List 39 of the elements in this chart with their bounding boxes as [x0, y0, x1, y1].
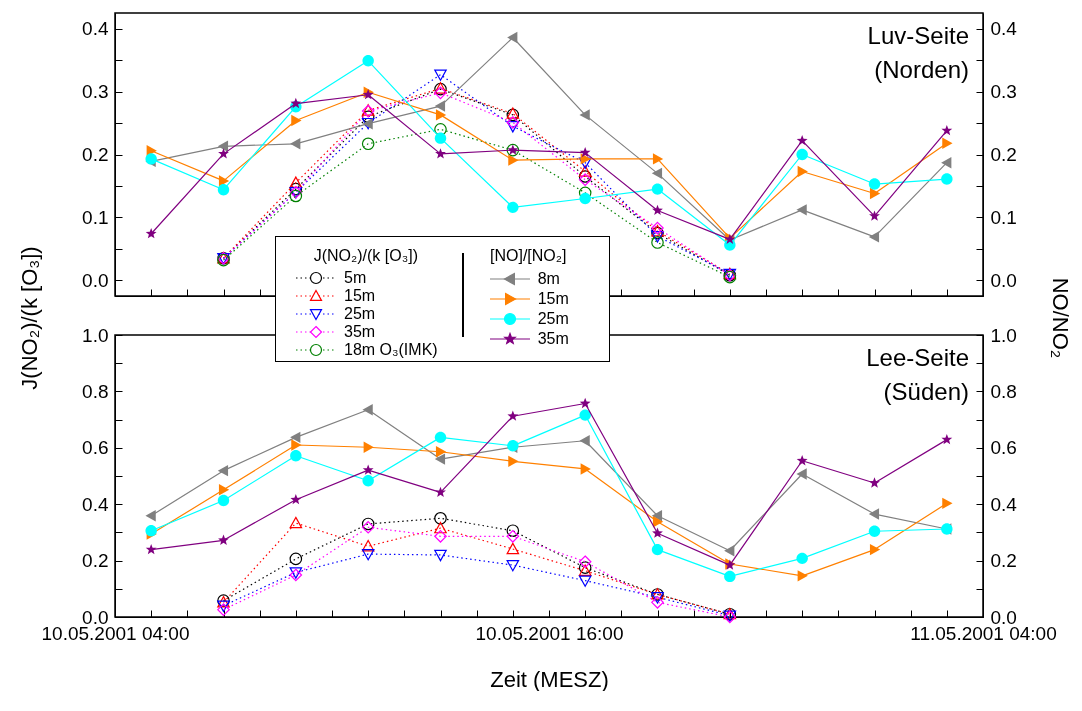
legend-label: 5m	[344, 269, 367, 287]
y2-tick-label: 0.2	[990, 144, 1017, 165]
y2-tick-label: 0.6	[990, 437, 1017, 459]
y-tick-label: 0.6	[82, 437, 109, 459]
annotation: [NO]/[NO₂]	[489, 247, 568, 265]
y2-axis-title: NO/NO₂	[1047, 277, 1073, 359]
y-tick-label: 1.0	[82, 324, 109, 346]
y2-tick-label: 0.4	[990, 493, 1018, 515]
legend-label: 8m	[537, 270, 560, 288]
x-axis-title: Zeit (MESZ)	[490, 666, 609, 692]
y-tick-label: 0.0	[82, 269, 109, 291]
legend-title: J(NO₂)/(k [O₃])	[312, 247, 419, 265]
legend-label: 18m O₃(IMK)	[344, 341, 438, 359]
legend-label: 35m	[537, 330, 569, 348]
y2-tick-label: 1.0	[990, 324, 1017, 346]
y-axis-title: J(NO₂)/(k [O₃])	[17, 246, 43, 390]
y2-tick-label: 0.3	[990, 81, 1017, 103]
y-tick-label: 0.4	[82, 18, 109, 40]
y-tick-label: 0.1	[82, 206, 109, 228]
annotation: Luv-Seite (Norden)	[867, 22, 969, 83]
y2-tick-label: 0.0	[990, 606, 1017, 628]
y2-tick-label: 0.8	[990, 380, 1017, 402]
legend-label: 25m	[537, 310, 569, 328]
annotation: Lee-Seite (Süden)	[866, 344, 969, 405]
y-tick-label: 0.8	[82, 380, 109, 402]
legend-label: 35m	[344, 323, 376, 341]
y-tick-label: 0.3	[82, 81, 109, 103]
legend-label: 15m	[344, 287, 376, 305]
y-tick-label: 0.2	[82, 550, 109, 572]
y-tick-label: 0.4	[82, 493, 109, 515]
y2-tick-label: 0.4	[990, 18, 1018, 40]
y2-tick-label: 0.1	[990, 206, 1017, 228]
y2-tick-label: 0.2	[990, 550, 1017, 572]
y-tick-label: 0.2	[82, 144, 109, 165]
legend-label: 15m	[537, 290, 569, 308]
y2-tick-label: 0.0	[990, 269, 1017, 291]
legend-label: 25m	[344, 305, 376, 323]
x-tick-label: 10.05.2001 16:00	[475, 622, 624, 644]
y-tick-label: 0.0	[82, 606, 109, 628]
